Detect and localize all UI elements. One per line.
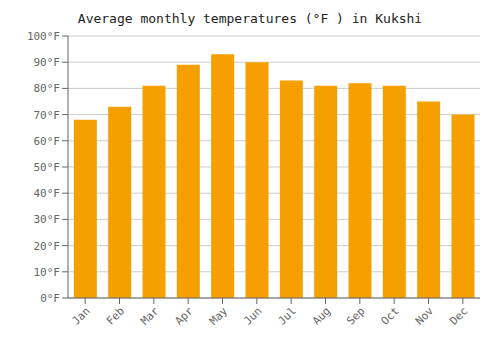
svg-text:Dec: Dec xyxy=(447,304,470,327)
svg-text:10°F: 10°F xyxy=(34,266,61,279)
svg-text:70°F: 70°F xyxy=(34,109,61,122)
html-text:Average monthly temperatures (: Average monthly temperatures (°F ) in Ku… xyxy=(77,11,423,26)
svg-text:80°F: 80°F xyxy=(34,82,61,95)
svg-text:Jun: Jun xyxy=(241,304,264,327)
svg-text:Apr: Apr xyxy=(173,304,197,328)
svg-text:Oct: Oct xyxy=(379,304,402,327)
svg-text:0°F: 0°F xyxy=(40,292,60,305)
svg-text:100°F: 100°F xyxy=(27,30,60,43)
svg-text:60°F: 60°F xyxy=(34,135,61,148)
svg-text:Jan: Jan xyxy=(70,304,93,327)
svg-text:Feb: Feb xyxy=(104,304,127,327)
svg-text:Nov: Nov xyxy=(413,304,437,328)
svg-text:40°F: 40°F xyxy=(34,187,61,200)
svg-text:30°F: 30°F xyxy=(34,213,61,226)
svg-text:20°F: 20°F xyxy=(34,240,61,253)
svg-text:90°F: 90°F xyxy=(34,56,61,69)
svg-text:Mar: Mar xyxy=(138,304,162,328)
svg-text:50°F: 50°F xyxy=(34,161,61,174)
svg-text:May: May xyxy=(207,304,231,328)
svg-text:Jul: Jul xyxy=(276,304,299,327)
svg-text:Aug: Aug xyxy=(310,304,333,327)
svg-text:Sep: Sep xyxy=(344,304,367,327)
